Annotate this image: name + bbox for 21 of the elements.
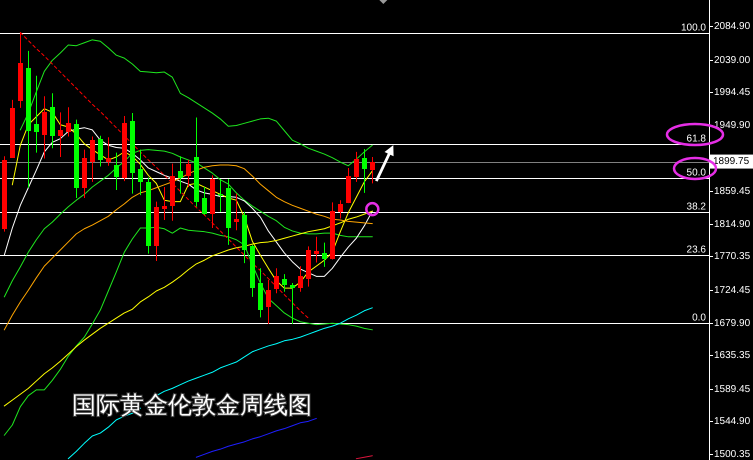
y-tick-label: 1635.35 — [714, 350, 750, 361]
y-tick-label: 1770.35 — [714, 251, 750, 262]
y-tick-label: 1724.45 — [714, 285, 750, 296]
y-tick-label: 2084.90 — [714, 21, 750, 32]
annotation: 0.0 — [692, 312, 706, 324]
annotation: 50.0 — [686, 168, 706, 178]
y-tick-label: 1500.35 — [714, 449, 750, 460]
annotation: 61.8 — [686, 134, 706, 144]
y-tick-label: 1949.90 — [714, 120, 750, 131]
price-marker-label: 1899.75 — [713, 156, 750, 168]
y-tick-label: 1589.45 — [714, 384, 750, 395]
annotation: 100.0 — [680, 22, 706, 34]
y-tick-label: 1814.90 — [714, 219, 750, 230]
y-tick-label: 2039.00 — [714, 55, 750, 66]
title: 国际黄金伦敦金周线图 — [72, 391, 312, 419]
annotation: 23.6 — [686, 244, 706, 256]
y-tick-label: 1544.90 — [714, 416, 750, 427]
y-tick-label: 1679.90 — [714, 318, 750, 329]
y-tick-label: 1859.45 — [714, 186, 750, 197]
annotation: 38.2 — [686, 202, 706, 212]
y-tick-label: 1994.45 — [714, 87, 750, 98]
